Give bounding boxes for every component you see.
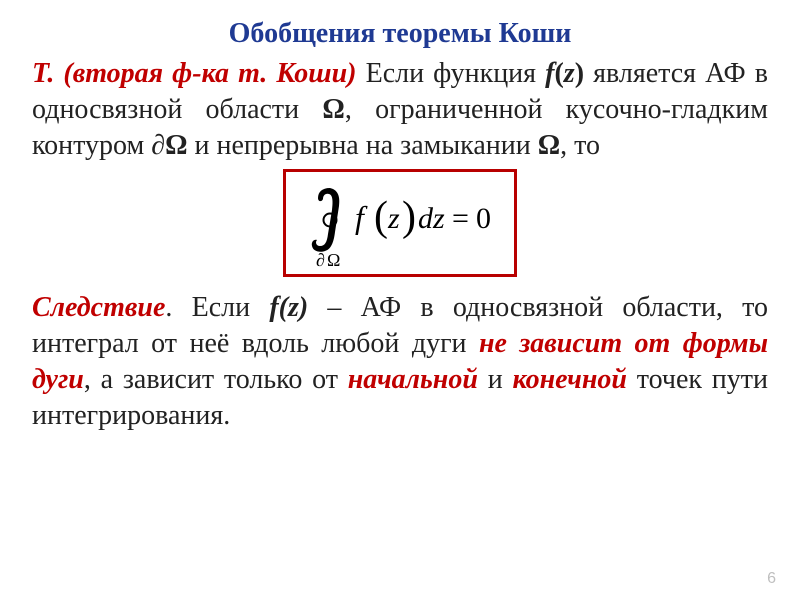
corollary-em-2: начальной [348, 364, 478, 395]
theorem-head: Т. (вторая ф-ка т. Коши) [32, 58, 357, 89]
page-number: 6 [767, 570, 776, 588]
fz-z: z [564, 58, 575, 89]
corollary-text-3: , а зависит только от [84, 364, 348, 395]
page-title: Обобщения теоремы Коши [32, 18, 768, 50]
formula-box: ∂ Ω f ( z ) dz = 0 [283, 169, 517, 277]
partial-symbol: ∂ [151, 130, 165, 161]
svg-text:Ω: Ω [327, 250, 340, 268]
theorem-text-1: Если функция [357, 58, 546, 89]
formula-container: ∂ Ω f ( z ) dz = 0 [32, 169, 768, 282]
fz-paren-close: ) [575, 58, 584, 89]
svg-text:dz: dz [418, 202, 445, 235]
fz-paren-open: ( [554, 58, 563, 89]
fz-symbol: f(z) [545, 58, 584, 89]
svg-text:∂: ∂ [316, 250, 325, 268]
omega-3: Ω [538, 130, 560, 161]
corollary-paragraph: Следствие. Если f(z) – АФ в односвязной … [32, 290, 768, 433]
corollary-text-1: Если [192, 292, 270, 323]
svg-text:f: f [355, 199, 368, 235]
corollary-head: Следствие [32, 292, 165, 323]
svg-text:0: 0 [476, 202, 491, 235]
omega-2: Ω [165, 130, 187, 161]
corollary-dot: . [165, 292, 191, 323]
corollary-fz: f(z) [269, 292, 308, 323]
contour-integral-formula: ∂ Ω f ( z ) dz = 0 [300, 176, 500, 268]
svg-text:z: z [387, 202, 400, 235]
corollary-em-3: конечной [512, 364, 627, 395]
corollary-text-4: и [478, 364, 513, 395]
theorem-text-5: , то [560, 130, 600, 161]
svg-text:): ) [402, 194, 416, 240]
theorem-paragraph: Т. (вторая ф-ка т. Коши) Если функция f(… [32, 56, 768, 163]
svg-text:(: ( [374, 194, 388, 240]
theorem-text-4: и непрерывна на замыкании [187, 130, 537, 161]
svg-text:=: = [452, 202, 469, 235]
omega-1: Ω [322, 94, 344, 125]
